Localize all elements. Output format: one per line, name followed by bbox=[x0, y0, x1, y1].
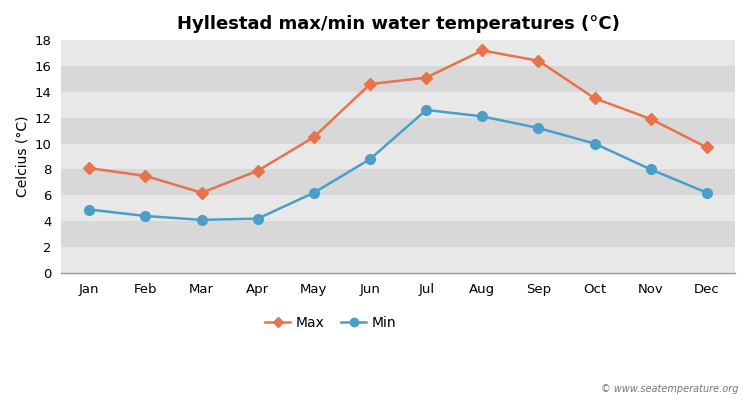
Min bbox=[646, 167, 656, 172]
Min bbox=[365, 157, 374, 162]
Bar bbox=[62, 195, 735, 221]
Max bbox=[254, 168, 262, 173]
Min bbox=[310, 190, 319, 195]
Max bbox=[590, 96, 599, 101]
Bar bbox=[62, 221, 735, 247]
Bar bbox=[62, 170, 735, 195]
Max bbox=[422, 75, 430, 80]
Min bbox=[254, 216, 262, 221]
Min bbox=[703, 190, 712, 195]
Max bbox=[365, 82, 374, 86]
Line: Min: Min bbox=[85, 105, 712, 225]
Y-axis label: Celcius (°C): Celcius (°C) bbox=[15, 116, 29, 197]
Max bbox=[85, 166, 94, 170]
Bar bbox=[62, 40, 735, 66]
Max bbox=[534, 58, 543, 63]
Title: Hyllestad max/min water temperatures (°C): Hyllestad max/min water temperatures (°C… bbox=[177, 15, 620, 33]
Bar bbox=[62, 247, 735, 273]
Min bbox=[478, 114, 487, 119]
Bar bbox=[62, 144, 735, 170]
Min bbox=[85, 207, 94, 212]
Line: Max: Max bbox=[86, 46, 711, 197]
Max bbox=[478, 48, 487, 53]
Bar bbox=[62, 118, 735, 144]
Max bbox=[646, 117, 656, 122]
Max bbox=[310, 135, 319, 140]
Min bbox=[197, 218, 206, 222]
Min bbox=[141, 214, 150, 218]
Min bbox=[534, 126, 543, 130]
Max bbox=[141, 174, 150, 178]
Text: © www.seatemperature.org: © www.seatemperature.org bbox=[602, 384, 739, 394]
Min bbox=[422, 108, 430, 112]
Bar bbox=[62, 92, 735, 118]
Max bbox=[197, 190, 206, 195]
Max bbox=[703, 145, 712, 150]
Bar bbox=[62, 66, 735, 92]
Legend: Max, Min: Max, Min bbox=[260, 310, 402, 335]
Min bbox=[590, 141, 599, 146]
